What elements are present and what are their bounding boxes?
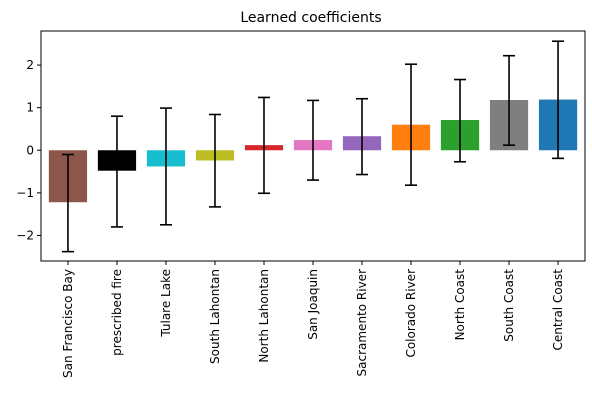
- x-tick-label: Tulare Lake: [159, 269, 173, 338]
- x-tick-label: San Francisco Bay: [61, 269, 75, 378]
- x-tick-label: Colorado River: [404, 269, 418, 358]
- y-tick-label: 0: [26, 143, 34, 157]
- x-tick-label: South Coast: [502, 269, 516, 342]
- y-axis: −2 −1 0 1 2: [16, 58, 41, 242]
- y-tick-label: −2: [16, 228, 34, 242]
- x-tick-label: North Lahontan: [257, 269, 271, 363]
- chart-title: Learned coefficients: [240, 10, 381, 26]
- x-tick-label: Sacramento River: [355, 269, 369, 377]
- plot-frame: [40, 30, 586, 262]
- x-tick-label: San Joaquin: [306, 269, 320, 340]
- y-tick-label: 2: [26, 58, 34, 72]
- x-tick-label: South Lahontan: [208, 269, 222, 364]
- x-tick-label: Central Coast: [551, 269, 565, 351]
- x-tick-label: prescribed fire: [110, 269, 124, 356]
- errorbars-group: [61, 40, 565, 253]
- x-tick-label: North Coast: [453, 269, 467, 341]
- x-axis: San Francisco Bay prescribed fire Tulare L…: [61, 261, 565, 378]
- y-tick-label: −1: [16, 186, 34, 200]
- y-tick-label: 1: [26, 101, 34, 115]
